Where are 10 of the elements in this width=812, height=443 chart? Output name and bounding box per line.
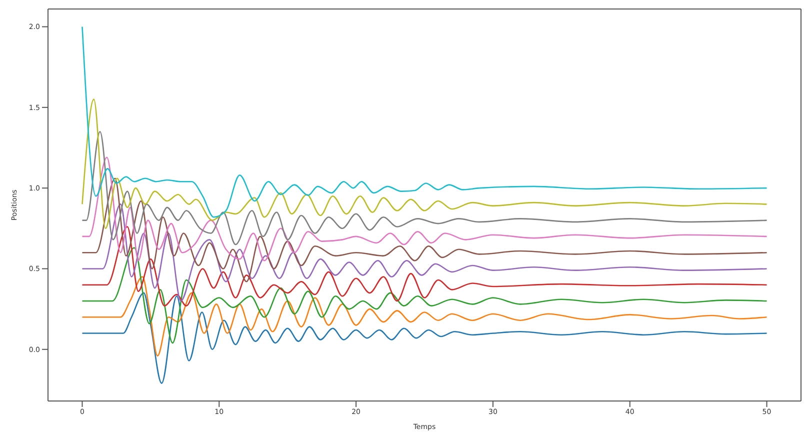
line-series (82, 26, 768, 218)
line-series (82, 204, 768, 302)
line-series (82, 226, 768, 306)
line-series (82, 292, 768, 384)
line-series (82, 98, 768, 230)
line-series (82, 156, 768, 262)
line-series (82, 178, 768, 282)
line-series (82, 247, 768, 344)
line-series (82, 130, 768, 246)
line-series (82, 276, 768, 356)
